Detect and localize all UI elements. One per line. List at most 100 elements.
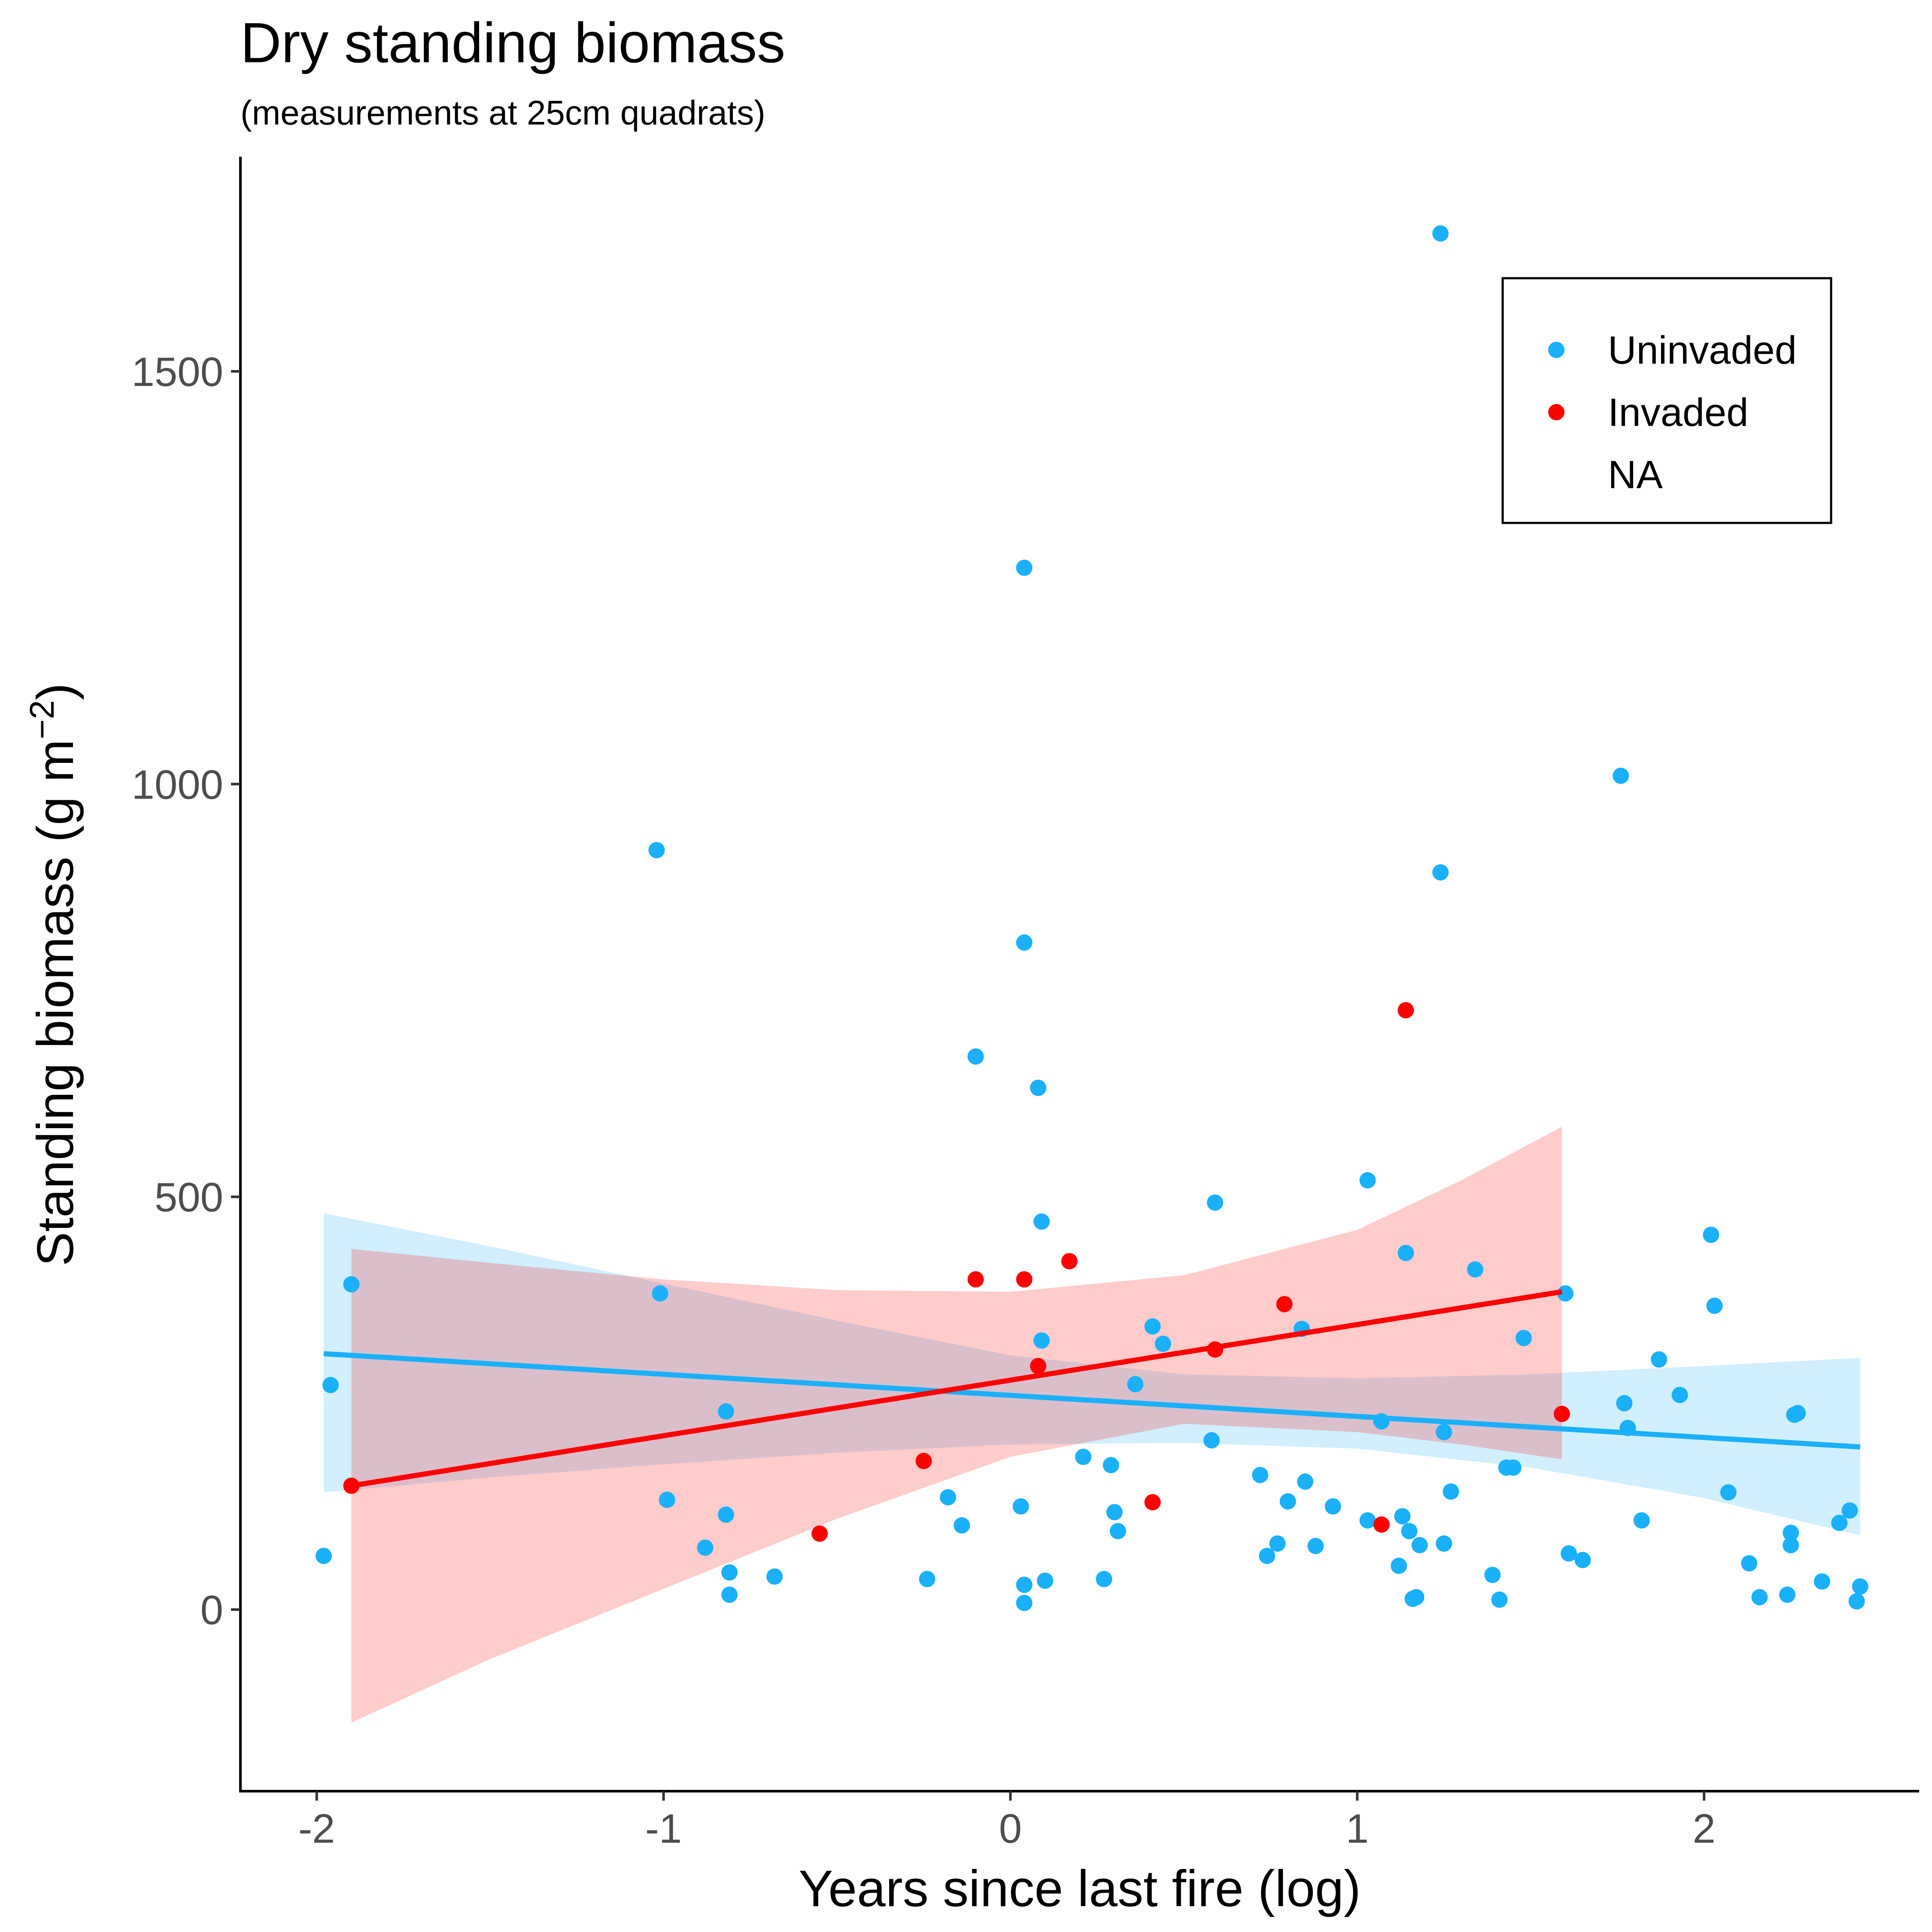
uninvaded-point: [1037, 1572, 1054, 1589]
uninvaded-point: [718, 1403, 734, 1420]
uninvaded-point: [1505, 1459, 1522, 1476]
uninvaded-point: [954, 1517, 970, 1534]
x-axis-title: Years since last fire (log): [799, 1860, 1361, 1917]
uninvaded-point: [940, 1489, 956, 1506]
x-tick-label: -2: [298, 1806, 335, 1852]
legend-box: [1501, 277, 1832, 524]
uninvaded-point: [1324, 1498, 1341, 1515]
uninvaded-point: [1741, 1555, 1758, 1572]
uninvaded-point: [1269, 1535, 1286, 1552]
y-axis-title-superscript: −2: [23, 700, 61, 739]
uninvaded-point: [721, 1564, 738, 1581]
uninvaded-point: [1103, 1457, 1119, 1473]
y-tick-label: 0: [200, 1587, 223, 1633]
uninvaded-point: [1671, 1387, 1688, 1403]
x-tick-label: 2: [1692, 1806, 1715, 1852]
y-tick-label: 1500: [131, 349, 223, 395]
invaded-point: [1397, 1002, 1414, 1019]
uninvaded-point: [1307, 1537, 1324, 1554]
uninvaded-point: [1467, 1261, 1483, 1278]
invaded-legend-label: Invaded: [1608, 391, 1748, 434]
uninvaded-point: [1848, 1593, 1865, 1610]
uninvaded-point: [1432, 864, 1449, 881]
uninvaded-point: [1144, 1318, 1161, 1335]
uninvaded-point: [1633, 1512, 1650, 1529]
uninvaded-fit-line: [323, 1351, 1861, 1450]
invaded-point: [1016, 1271, 1033, 1288]
uninvaded-point: [1779, 1586, 1795, 1603]
chart-title: Dry standing biomass: [240, 11, 785, 74]
uninvaded-point: [1706, 1297, 1723, 1314]
uninvaded-point: [1016, 934, 1033, 951]
invaded-point: [1373, 1516, 1390, 1533]
uninvaded-point: [1297, 1473, 1314, 1490]
uninvaded-confidence-band: [323, 1213, 1860, 1535]
y-axis-title-main: Standing biomass (g m: [27, 739, 84, 1266]
uninvaded-point: [1484, 1567, 1501, 1583]
invaded-confidence-band: [351, 1127, 1562, 1723]
invaded-point: [343, 1477, 360, 1494]
uninvaded-point: [1030, 1079, 1047, 1096]
uninvaded-point: [1359, 1512, 1376, 1529]
uninvaded-point: [766, 1568, 783, 1585]
uninvaded-point: [1408, 1589, 1425, 1606]
invaded-point: [811, 1525, 828, 1542]
x-axis-ticks: -2 -1 0 1 2: [298, 1791, 1716, 1852]
invaded-fit-line: [351, 1289, 1562, 1488]
y-axis-title: Standing biomass (g m−2): [23, 683, 84, 1266]
fit-lines: [323, 1289, 1861, 1488]
uninvaded-point: [1096, 1571, 1112, 1587]
uninvaded-point: [1616, 1395, 1633, 1412]
uninvaded-point: [1012, 1498, 1029, 1515]
uninvaded-point: [1106, 1504, 1123, 1521]
uninvaded-point: [721, 1586, 738, 1603]
uninvaded-point: [1720, 1484, 1737, 1501]
chart-subtitle: (measurements at 25cm quadrats): [240, 94, 766, 132]
uninvaded-point: [1016, 1595, 1033, 1611]
uninvaded-point: [1831, 1515, 1848, 1531]
x-tick-label: 0: [999, 1806, 1022, 1852]
uninvaded-point: [967, 1048, 984, 1065]
invaded-point: [915, 1452, 932, 1469]
uninvaded-point: [648, 842, 665, 859]
invaded-point: [967, 1271, 984, 1288]
uninvaded-point: [1016, 559, 1033, 576]
uninvaded-point: [1033, 1332, 1050, 1349]
y-axis-title-close: ): [27, 683, 84, 700]
y-tick-label: 1000: [131, 762, 223, 808]
uninvaded-point: [1075, 1449, 1092, 1465]
invaded-point: [1144, 1494, 1161, 1510]
uninvaded-point: [1783, 1525, 1799, 1541]
legend: Uninvaded Invaded NA: [1501, 277, 1832, 524]
uninvaded-point: [1411, 1537, 1428, 1553]
uninvaded-point: [322, 1377, 339, 1393]
y-tick-label: 500: [155, 1175, 223, 1221]
invaded-point: [1553, 1406, 1570, 1422]
data-points: [315, 225, 1868, 1611]
uninvaded-point: [1394, 1508, 1411, 1525]
uninvaded-point: [1154, 1335, 1171, 1352]
uninvaded-point: [1443, 1483, 1459, 1500]
uninvaded-point: [1574, 1552, 1591, 1568]
uninvaded-point: [1814, 1573, 1830, 1590]
uninvaded-point: [1397, 1245, 1414, 1261]
uninvaded-point: [1259, 1548, 1276, 1564]
uninvaded-point: [1561, 1545, 1577, 1562]
uninvaded-point: [1359, 1172, 1376, 1189]
uninvaded-point: [1391, 1558, 1407, 1574]
uninvaded-point: [1751, 1589, 1768, 1606]
invaded-legend-key: [1548, 404, 1564, 420]
na-legend-label: NA: [1608, 453, 1663, 497]
uninvaded-point: [315, 1548, 332, 1564]
uninvaded-point: [919, 1571, 936, 1587]
uninvaded-legend-label: Uninvaded: [1608, 328, 1797, 372]
uninvaded-point: [1516, 1330, 1532, 1346]
uninvaded-point: [697, 1539, 714, 1556]
invaded-point: [1276, 1296, 1293, 1312]
uninvaded-point: [1033, 1213, 1050, 1230]
uninvaded-point: [1783, 1537, 1799, 1553]
uninvaded-point: [1279, 1493, 1296, 1510]
uninvaded-point: [1436, 1424, 1452, 1440]
y-axis-ticks: 0 500 1000 1500: [131, 349, 240, 1633]
